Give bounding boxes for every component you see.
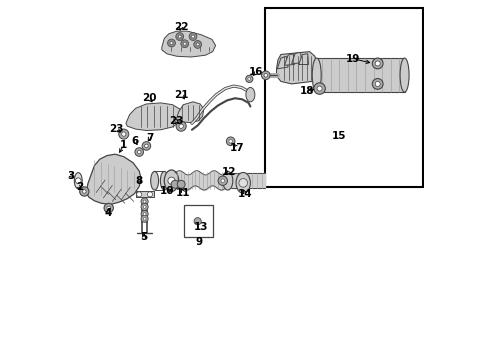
Text: 7: 7 <box>147 133 154 143</box>
Circle shape <box>248 77 251 80</box>
Ellipse shape <box>74 173 82 189</box>
Circle shape <box>141 203 148 211</box>
Polygon shape <box>87 154 141 204</box>
Circle shape <box>168 39 175 47</box>
Circle shape <box>262 71 270 80</box>
Circle shape <box>122 132 126 136</box>
Polygon shape <box>162 31 216 57</box>
Polygon shape <box>126 103 182 131</box>
Circle shape <box>142 141 151 150</box>
Ellipse shape <box>164 170 179 192</box>
Circle shape <box>264 73 268 77</box>
Circle shape <box>143 206 146 208</box>
Text: 9: 9 <box>196 237 203 247</box>
Text: 23: 23 <box>169 116 183 126</box>
Text: 6: 6 <box>131 136 138 145</box>
Text: 20: 20 <box>142 93 156 103</box>
Polygon shape <box>285 54 294 65</box>
Circle shape <box>183 42 186 45</box>
Text: 22: 22 <box>174 22 189 32</box>
Text: 16: 16 <box>249 67 264 77</box>
Circle shape <box>137 192 142 197</box>
Circle shape <box>137 150 141 154</box>
Ellipse shape <box>151 171 159 190</box>
Circle shape <box>229 139 232 143</box>
Polygon shape <box>299 54 309 64</box>
Text: 12: 12 <box>221 167 236 177</box>
Ellipse shape <box>400 58 409 92</box>
Text: 15: 15 <box>332 131 346 141</box>
Circle shape <box>176 33 184 41</box>
Circle shape <box>135 148 144 156</box>
Polygon shape <box>136 192 153 197</box>
Circle shape <box>178 35 181 38</box>
Ellipse shape <box>236 172 250 193</box>
Text: 2: 2 <box>75 182 83 192</box>
Circle shape <box>218 176 227 185</box>
Bar <box>184 205 214 237</box>
Text: 11: 11 <box>176 188 191 198</box>
Circle shape <box>176 121 186 131</box>
Circle shape <box>372 58 383 69</box>
Circle shape <box>177 180 185 188</box>
Circle shape <box>82 190 86 193</box>
Circle shape <box>226 137 235 145</box>
Text: 19: 19 <box>346 54 361 64</box>
Circle shape <box>119 129 129 139</box>
Circle shape <box>317 86 322 91</box>
Text: 21: 21 <box>174 90 189 100</box>
Circle shape <box>80 187 89 196</box>
Text: 1: 1 <box>120 140 127 150</box>
Circle shape <box>104 203 113 213</box>
Circle shape <box>143 200 146 203</box>
Circle shape <box>141 198 148 205</box>
Text: 10: 10 <box>160 186 174 197</box>
Ellipse shape <box>160 171 168 190</box>
Circle shape <box>192 35 195 38</box>
Circle shape <box>194 218 201 225</box>
Circle shape <box>375 81 380 86</box>
Text: 3: 3 <box>68 171 74 181</box>
Ellipse shape <box>223 171 233 190</box>
Circle shape <box>372 78 383 89</box>
Text: 8: 8 <box>136 176 143 186</box>
Circle shape <box>375 61 380 66</box>
Polygon shape <box>292 52 302 63</box>
Ellipse shape <box>312 58 321 92</box>
Ellipse shape <box>246 87 255 102</box>
Circle shape <box>141 211 148 218</box>
Bar <box>317 58 405 92</box>
Circle shape <box>170 41 173 44</box>
Text: 13: 13 <box>194 222 209 232</box>
Circle shape <box>145 144 148 148</box>
Circle shape <box>143 213 146 216</box>
Circle shape <box>141 215 148 222</box>
Text: 4: 4 <box>104 208 112 218</box>
Text: 17: 17 <box>230 143 245 153</box>
Circle shape <box>221 179 224 183</box>
Circle shape <box>143 217 146 220</box>
Circle shape <box>147 192 152 197</box>
Text: 18: 18 <box>299 86 314 96</box>
Circle shape <box>107 206 111 210</box>
Text: 14: 14 <box>238 189 252 199</box>
Circle shape <box>194 41 201 48</box>
Polygon shape <box>176 102 204 123</box>
Polygon shape <box>276 51 317 84</box>
Text: 5: 5 <box>140 232 147 242</box>
Polygon shape <box>277 56 288 69</box>
Circle shape <box>168 177 175 184</box>
Circle shape <box>196 43 199 46</box>
Circle shape <box>239 179 247 187</box>
Circle shape <box>171 180 179 188</box>
Circle shape <box>189 33 197 41</box>
Circle shape <box>75 178 81 184</box>
Circle shape <box>245 75 253 82</box>
Circle shape <box>179 124 183 129</box>
Circle shape <box>314 83 325 94</box>
Circle shape <box>181 40 189 48</box>
Text: 23: 23 <box>109 124 123 134</box>
Bar <box>265 8 422 187</box>
